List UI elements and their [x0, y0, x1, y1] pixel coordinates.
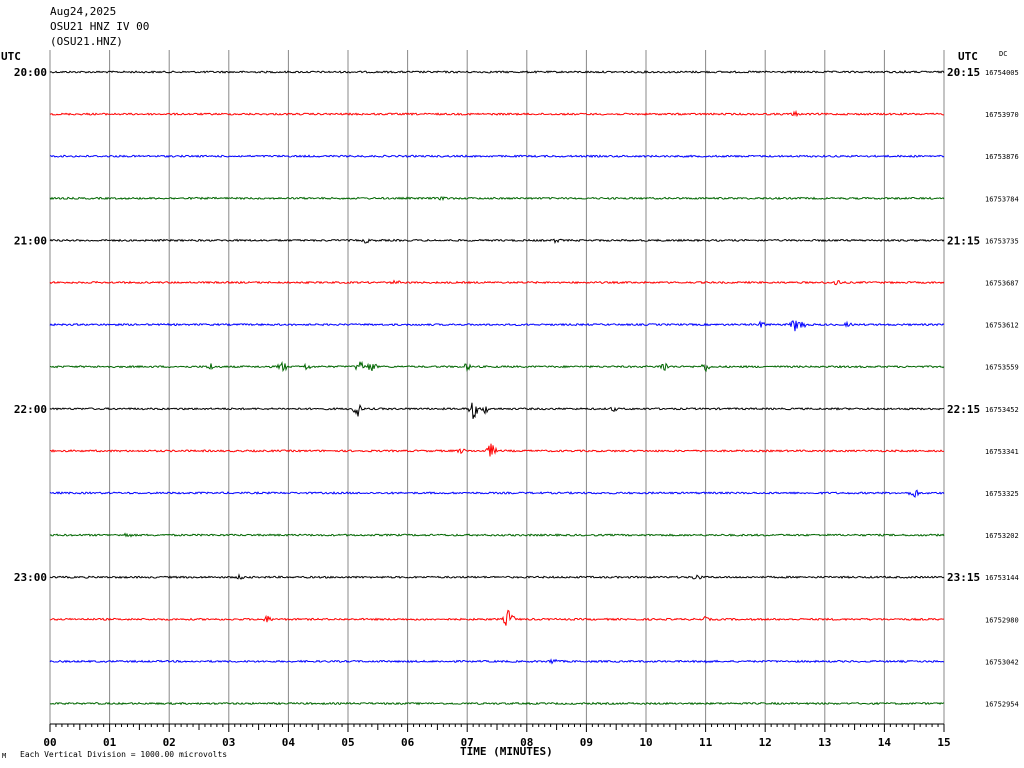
grid-lines [49, 50, 945, 724]
trace-dc-value: 16752980 [985, 616, 1019, 624]
trace-line [49, 238, 945, 244]
utc-right-label: UTC [958, 50, 978, 63]
left-time-label: 22:00 [14, 403, 47, 416]
dc-label: DC [999, 50, 1008, 58]
right-time-label: 20:15 [947, 66, 980, 79]
trace-dc-value: 16753042 [985, 658, 1019, 666]
x-tick-label: 14 [878, 736, 892, 749]
trace-dc-value: 16753452 [985, 406, 1019, 414]
utc-left-label: UTC [1, 50, 21, 63]
trace-line [49, 443, 945, 457]
x-tick-label: 05 [341, 736, 354, 749]
trace-dc-value: 16753784 [985, 195, 1019, 203]
left-time-label: 20:00 [14, 66, 47, 79]
scale-footnote: Each Vertical Division = 1000.00 microvo… [20, 750, 228, 759]
left-time-label: 21:00 [14, 234, 47, 247]
trace-line [49, 609, 945, 626]
x-tick-label: 12 [759, 736, 772, 749]
trace-dc-value: 16753325 [985, 490, 1019, 498]
trace-dc-value: 16753202 [985, 532, 1019, 540]
header-date: Aug24,2025 [50, 5, 117, 18]
trace-dc-value: 16753341 [985, 448, 1019, 456]
x-tick-label: 10 [639, 736, 652, 749]
trace-line [49, 573, 945, 580]
trace-line [49, 279, 945, 286]
trace-line [49, 196, 945, 202]
trace-line [49, 532, 945, 538]
x-tick-label: 09 [580, 736, 593, 749]
x-tick-label: 00 [43, 736, 56, 749]
trace-line [49, 69, 945, 74]
trace-dc-value: 16753144 [985, 574, 1019, 582]
header-station: OSU21 HNZ IV 00 [50, 20, 150, 33]
row-labels: 16754005 16753970 16753876 16753784 16753735… [14, 66, 1019, 709]
trace-dc-value: 16752954 [985, 701, 1019, 709]
x-tick-label: 02 [163, 736, 176, 749]
trace-dc-value: 16753876 [985, 153, 1019, 161]
x-tick-label: 08 [520, 736, 533, 749]
corner-mark: M [2, 752, 7, 760]
trace-line [49, 489, 945, 498]
trace-dc-value: 16753612 [985, 322, 1019, 330]
trace-line [49, 701, 945, 706]
trace-line [49, 109, 945, 118]
right-time-label: 22:15 [947, 403, 980, 416]
x-tick-label: 06 [401, 736, 415, 749]
trace-dc-value: 16753559 [985, 364, 1019, 372]
trace-dc-value: 16754005 [985, 69, 1019, 77]
x-tick-label: 01 [103, 736, 117, 749]
x-tick-label: 15 [937, 736, 950, 749]
trace-dc-value: 16753687 [985, 280, 1019, 288]
trace-line [49, 658, 945, 665]
trace-line [49, 402, 945, 420]
header-code: (OSU21.HNZ) [50, 35, 123, 48]
right-time-label: 23:15 [947, 571, 980, 584]
x-axis-label: TIME (MINUTES) [460, 745, 553, 758]
x-tick-label: 13 [818, 736, 831, 749]
x-tick-label: 11 [699, 736, 713, 749]
trace-line [49, 320, 945, 332]
right-time-label: 21:15 [947, 234, 980, 247]
trace-line [49, 154, 945, 159]
trace-dc-value: 16753970 [985, 111, 1019, 119]
seismic-traces [49, 69, 945, 706]
x-tick-label: 03 [222, 736, 235, 749]
trace-line [49, 360, 945, 373]
left-time-label: 23:00 [14, 571, 47, 584]
x-tick-label: 07 [461, 736, 474, 749]
trace-dc-value: 16753735 [985, 237, 1019, 245]
x-tick-label: 04 [282, 736, 296, 749]
time-axis: 00 01 02 03 04 05 06 07 08 09 10 11 12 13 14 15 [43, 723, 951, 749]
